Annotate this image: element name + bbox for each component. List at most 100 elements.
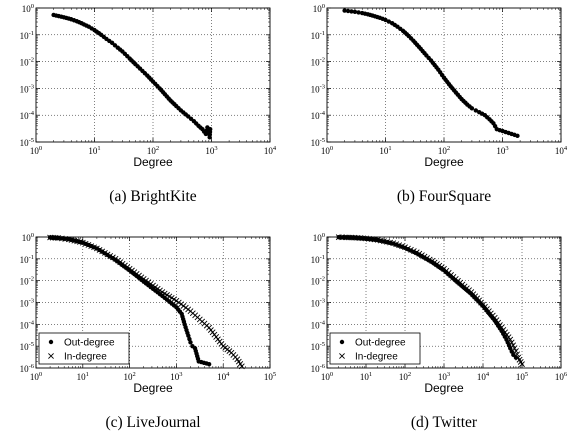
data-point — [195, 356, 201, 361]
data-point — [183, 112, 188, 117]
data-point — [463, 100, 468, 105]
chart-panel-1: 100 101 102 103 10410-510-410-310-210-1100De… — [20, 3, 277, 205]
data-point — [204, 128, 209, 133]
data-point — [368, 12, 373, 18]
y-tick-label-base: 10 — [313, 4, 323, 14]
x-tick-label-exp: 1 — [86, 371, 89, 378]
data-point — [177, 309, 183, 314]
series-dense-points — [49, 234, 244, 367]
x-tick-label-base: 10 — [170, 372, 180, 382]
chart-panel-2: 100 101 102 103 10410-510-410-310-210-1100De… — [311, 3, 568, 205]
x-axis-label: Degree — [133, 381, 173, 395]
y-tick-label: 10-1 — [311, 30, 325, 41]
data-point — [375, 14, 380, 20]
data-point — [176, 106, 181, 111]
y-tick-label-exp: -3 — [29, 83, 34, 90]
data-point-cross — [410, 248, 417, 254]
data-point — [467, 104, 472, 109]
data-point — [352, 9, 358, 15]
chart-panel-3: 100 101 102 103 104 10510-610-510-410-310-210… — [20, 232, 277, 431]
y-tick-label: 100 — [22, 232, 34, 243]
data-point — [155, 83, 160, 89]
data-point-cross — [62, 235, 69, 242]
x-tick-label-base: 10 — [77, 372, 87, 382]
data-point — [479, 111, 485, 116]
y-tick-label-base: 10 — [311, 342, 321, 352]
x-tick-label-base: 10 — [88, 146, 98, 156]
y-tick-label: 10-1 — [311, 254, 325, 265]
data-point-cross — [517, 359, 524, 365]
y-tick-label-base: 10 — [20, 31, 30, 41]
y-tick-label-base: 10 — [20, 277, 30, 287]
x-tick-label-base: 10 — [147, 146, 157, 156]
x-tick-label: 100 — [30, 371, 42, 382]
data-point — [392, 22, 398, 28]
y-tick-label-exp: -4 — [320, 110, 326, 117]
data-point — [492, 124, 498, 129]
y-tick-label: 10-4 — [311, 319, 326, 330]
y-tick-label-exp: -1 — [29, 30, 34, 37]
data-point — [160, 90, 166, 95]
data-point-cross — [339, 234, 346, 241]
y-tick-label: 10-5 — [20, 341, 34, 352]
data-point — [181, 319, 187, 324]
data-point-cross — [405, 245, 411, 252]
data-point — [194, 121, 199, 126]
y-tick-label: 10-3 — [20, 298, 34, 309]
data-point — [112, 43, 118, 48]
x-tick-label-base: 10 — [477, 372, 487, 382]
x-tick-label-base: 10 — [264, 372, 274, 382]
x-tick-label-base: 10 — [555, 146, 565, 156]
y-tick-label: 100 — [313, 232, 325, 243]
plot-frame — [326, 7, 562, 143]
data-point — [71, 18, 77, 23]
x-tick-label-exp: 2 — [156, 145, 159, 152]
data-point-cross — [360, 235, 366, 242]
data-point-cross — [502, 329, 509, 336]
x-tick-label-base: 10 — [30, 146, 40, 156]
x-tick-label-exp: 1 — [97, 145, 100, 152]
y-tick-label-base: 10 — [311, 111, 321, 121]
x-tick-label: 103 — [170, 371, 182, 382]
data-point-cross — [505, 334, 512, 341]
data-point-cross — [510, 342, 517, 349]
data-point — [398, 26, 403, 32]
data-point-cross — [493, 317, 500, 324]
data-point — [171, 303, 177, 308]
y-tick-label: 100 — [22, 3, 34, 14]
data-point — [101, 34, 107, 40]
grid — [36, 8, 270, 142]
y-tick-label-base: 10 — [20, 255, 30, 265]
y-tick-label-exp: 0 — [322, 232, 325, 239]
data-point — [509, 349, 515, 354]
data-point — [485, 115, 490, 120]
x-tick-label-base: 10 — [217, 372, 227, 382]
data-point — [380, 16, 385, 22]
data-point — [77, 20, 82, 25]
x-tick-label-base: 10 — [123, 372, 133, 382]
grid — [36, 237, 270, 368]
y-tick-label-base: 10 — [313, 233, 323, 243]
data-point-cross — [101, 249, 108, 256]
data-point — [451, 88, 457, 93]
x-tick-label-exp: 5 — [273, 371, 276, 378]
y-tick-label-exp: -2 — [320, 57, 325, 64]
y-tick-label: 100 — [313, 3, 325, 14]
x-tick-label-exp: 3 — [179, 371, 182, 378]
x-tick-label-exp: 3 — [447, 371, 450, 378]
data-point — [166, 96, 171, 101]
data-point — [131, 60, 136, 65]
data-point — [135, 64, 140, 69]
legend-cross-icon — [48, 353, 54, 359]
y-tick-label-exp: -4 — [29, 110, 35, 117]
x-tick-label-exp: 5 — [525, 371, 528, 378]
data-point-cross — [500, 326, 507, 333]
y-tick-label-base: 10 — [20, 84, 30, 94]
x-tick-label: 104 — [264, 145, 277, 156]
y-tick-label: 10-2 — [311, 276, 325, 287]
data-point — [96, 31, 102, 36]
data-point — [59, 14, 64, 19]
y-tick-label-exp: 0 — [31, 232, 34, 239]
data-point — [107, 38, 112, 44]
